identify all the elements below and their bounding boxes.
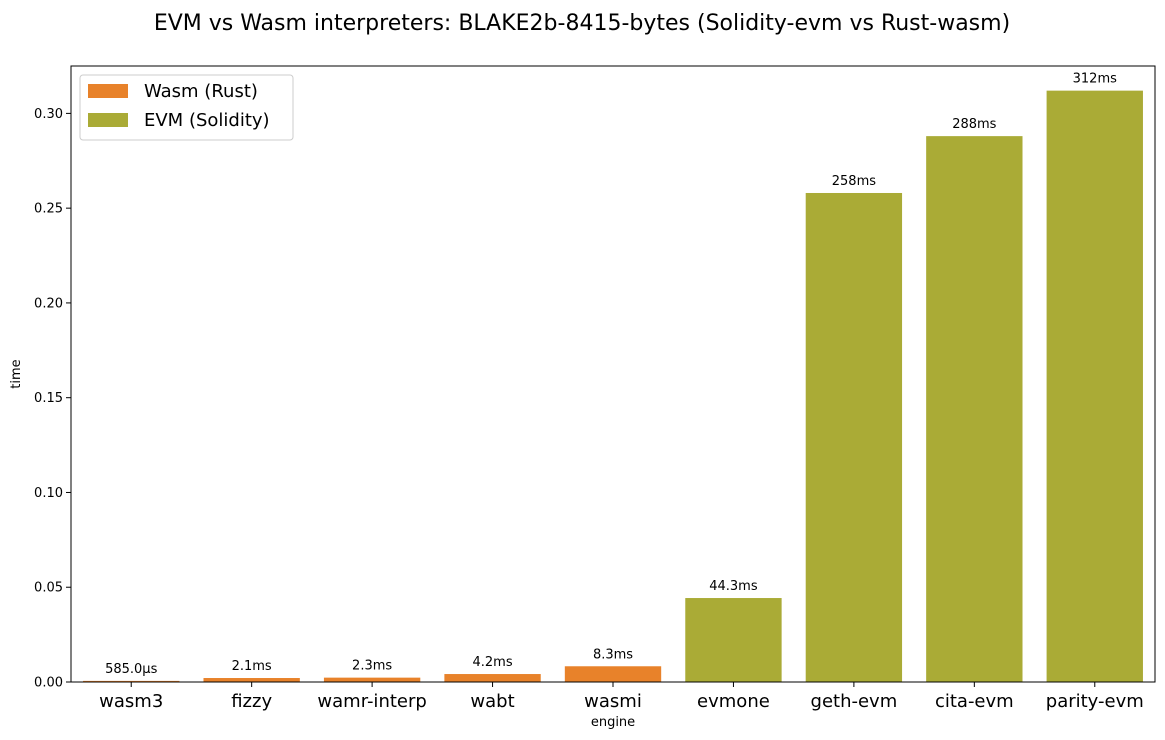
data-label-geth-evm: 258ms	[832, 174, 876, 189]
data-label-wasm3: 585.0µs	[105, 662, 157, 677]
bar-parity-evm	[1046, 90, 1143, 682]
data-label-wasmi: 8.3ms	[593, 647, 633, 662]
data-label-parity-evm: 312ms	[1073, 72, 1117, 87]
plot-frame	[70, 65, 1156, 683]
y-tick-label: 0.10	[34, 486, 63, 501]
data-labels-group: 585.0µs 2.1ms 2.3ms 4.2ms 8.3ms 44.3ms 258ms 28…	[105, 72, 1117, 677]
x-tick-label-cita-evm: cita-evm	[935, 691, 1014, 712]
y-tick-label: 0.15	[34, 391, 63, 406]
bar-fizzy	[203, 678, 300, 682]
data-label-evmone: 44.3ms	[709, 579, 758, 594]
legend-swatch-evm	[88, 113, 128, 127]
legend-label-evm: EVM (Solidity)	[144, 110, 270, 131]
y-tick-label: 0.30	[34, 107, 63, 122]
legend-label-wasm: Wasm (Rust)	[144, 81, 258, 102]
x-tick-label-wabt: wabt	[470, 691, 514, 712]
data-label-wabt: 4.2ms	[472, 655, 512, 670]
y-axis-label: time	[9, 359, 24, 388]
x-tick-label-fizzy: fizzy	[231, 691, 272, 712]
bar-evmone	[685, 598, 782, 682]
bar-wamr-interp	[323, 677, 421, 682]
bar-wasmi	[564, 666, 662, 682]
x-axis: wasm3 fizzy wamr-interp wabt wasmi evmone geth…	[99, 682, 1144, 712]
legend-frame	[79, 74, 294, 141]
x-axis-label: engine	[591, 715, 635, 730]
x-tick-label-wamr-interp: wamr-interp	[317, 691, 426, 712]
bar-wabt	[444, 674, 541, 682]
chart-title: EVM vs Wasm interpreters: BLAKE2b-8415-b…	[154, 11, 1010, 36]
data-label-fizzy: 2.1ms	[232, 659, 272, 674]
x-tick-label-wasmi: wasmi	[584, 691, 642, 712]
x-tick-label-evmone: evmone	[697, 691, 770, 712]
data-label-wamr-interp: 2.3ms	[352, 659, 392, 674]
legend: Wasm (Rust) EVM (Solidity)	[79, 74, 294, 141]
y-tick-label: 0.00	[34, 676, 63, 691]
y-tick-label: 0.25	[34, 202, 63, 217]
y-tick-label: 0.20	[34, 296, 63, 311]
y-tick-label: 0.05	[34, 581, 63, 596]
data-label-cita-evm: 288ms	[952, 117, 996, 132]
bar-cita-evm	[926, 136, 1023, 683]
bars-group	[83, 90, 1143, 683]
x-tick-label-wasm3: wasm3	[99, 691, 163, 712]
y-axis: 0.00 0.05 0.10 0.15 0.20 0.25 0.30	[34, 107, 71, 691]
bar-geth-evm	[805, 192, 903, 682]
legend-swatch-wasm	[88, 84, 128, 98]
x-tick-label-parity-evm: parity-evm	[1046, 691, 1144, 712]
bar-wasm3	[83, 680, 180, 683]
x-tick-label-geth-evm: geth-evm	[811, 691, 898, 712]
